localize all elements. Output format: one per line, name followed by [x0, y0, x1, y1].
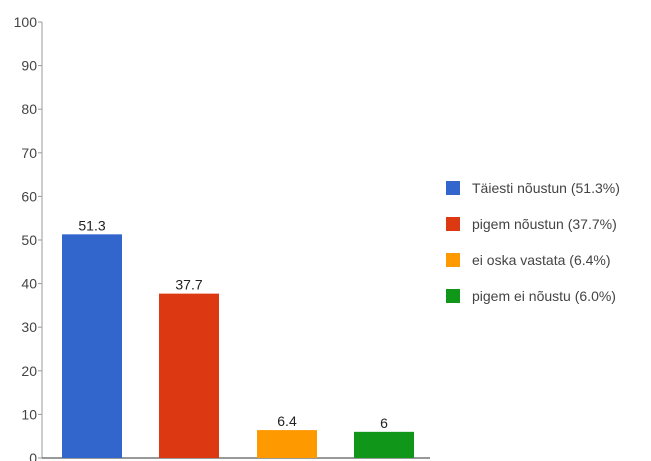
y-tick-label: 10 [21, 406, 37, 422]
data-labels: 51.3 37.7 6.4 6 [78, 217, 388, 431]
legend-label: pigem ei nõustu (6.0%) [472, 288, 616, 304]
y-tick-label: 0 [29, 450, 37, 461]
bar-2[interactable] [159, 293, 219, 458]
bar-value-label: 6.4 [277, 413, 297, 429]
y-tick-label: 50 [21, 232, 37, 248]
axes: 0 10 20 30 40 50 60 70 80 90 100 [14, 14, 430, 461]
y-tick-label: 70 [21, 145, 37, 161]
legend-swatch [446, 253, 460, 267]
legend-label: ei oska vastata (6.4%) [472, 252, 611, 268]
legend-swatch [446, 289, 460, 303]
legend-item-3[interactable]: ei oska vastata (6.4%) [446, 252, 611, 268]
legend-label: Täiesti nõustun (51.3%) [472, 180, 620, 196]
bar-4[interactable] [354, 431, 414, 458]
bar-value-label: 6 [380, 415, 388, 431]
bar-3[interactable] [257, 430, 317, 458]
legend-swatch [446, 217, 460, 231]
bar-value-label: 37.7 [175, 277, 202, 293]
y-tick-label: 40 [21, 276, 37, 292]
y-tick-label: 100 [14, 14, 38, 30]
legend-item-1[interactable]: Täiesti nõustun (51.3%) [446, 180, 620, 196]
bar-1[interactable] [62, 234, 122, 458]
y-tick-label: 30 [21, 319, 37, 335]
legend: Täiesti nõustun (51.3%) pigem nõustun (37… [446, 180, 620, 304]
bar-value-label: 51.3 [78, 217, 105, 233]
y-tick-label: 90 [21, 58, 37, 74]
y-tick-label: 80 [21, 101, 37, 117]
legend-swatch [446, 181, 460, 195]
legend-label: pigem nõustun (37.7%) [472, 216, 617, 232]
y-tick-label: 60 [21, 188, 37, 204]
legend-item-4[interactable]: pigem ei nõustu (6.0%) [446, 288, 616, 304]
bars [62, 234, 414, 458]
y-tick-label: 20 [21, 363, 37, 379]
legend-item-2[interactable]: pigem nõustun (37.7%) [446, 216, 617, 232]
